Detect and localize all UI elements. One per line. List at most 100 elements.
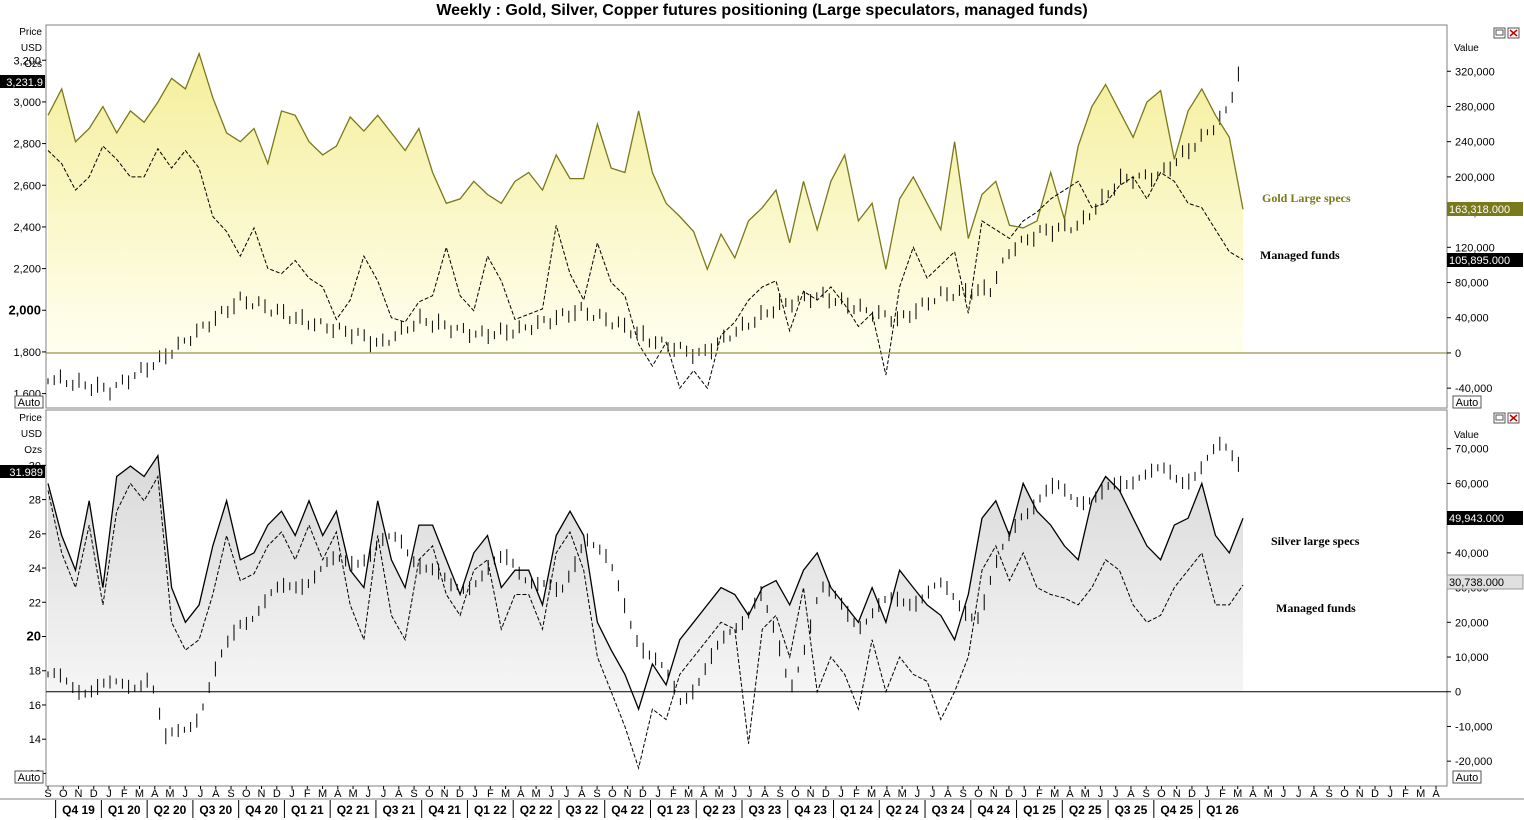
- month-label: A: [761, 788, 769, 800]
- month-label: M: [867, 788, 876, 800]
- month-label: D: [456, 788, 464, 800]
- price-tick-label: 2,200: [13, 264, 41, 276]
- gold-pane-close-icon[interactable]: [1507, 27, 1520, 39]
- month-label: N: [624, 788, 632, 800]
- month-label: J: [732, 788, 738, 800]
- silver-managed-funds-badge: 30,738.000: [1446, 574, 1524, 590]
- price-tick-label: 20: [27, 629, 41, 644]
- month-label: M: [348, 788, 357, 800]
- month-label: J: [915, 788, 921, 800]
- price-tick-label: 1,800: [13, 347, 41, 359]
- price-tick-label: 2,400: [13, 222, 41, 234]
- price-tick-label: 2,800: [13, 139, 41, 151]
- gold-price-unit-3: Ozs: [24, 59, 42, 70]
- month-label: J: [1281, 788, 1287, 800]
- month-label: O: [1157, 788, 1166, 800]
- silver-price-unit-1: Price: [19, 413, 42, 424]
- quarter-label: Q1 22: [474, 803, 507, 817]
- gold-left-auto-label: Auto: [18, 397, 41, 409]
- month-label: O: [608, 788, 617, 800]
- price-tick-label: 3,000: [13, 97, 41, 109]
- value-tick-label: 120,000: [1455, 242, 1495, 254]
- silver-price-unit-3: Ozs: [24, 445, 42, 456]
- month-label: J: [366, 788, 372, 800]
- quarter-label: Q4 24: [977, 803, 1010, 817]
- gold-large-specs-last-value: 163,318.000: [1449, 204, 1510, 216]
- value-tick-label: 40,000: [1455, 313, 1489, 325]
- month-label: J: [1098, 788, 1104, 800]
- month-label: D: [1188, 788, 1196, 800]
- gold-left-auto-button[interactable]: Auto: [14, 395, 44, 409]
- month-label: A: [334, 788, 342, 800]
- month-label: J: [1204, 788, 1210, 800]
- gold-large-specs-area: [48, 53, 1243, 353]
- month-label: A: [578, 788, 586, 800]
- quarter-label: Q1 24: [840, 803, 873, 817]
- month-label: M: [1264, 788, 1273, 800]
- month-label: J: [930, 788, 936, 800]
- quarter-label: Q4 21: [428, 803, 461, 817]
- silver-pane-frame: [45, 409, 1448, 787]
- silver-value-axis-label: Value: [1454, 430, 1479, 441]
- gold-right-auto-button[interactable]: Auto: [1452, 395, 1482, 409]
- month-label: F: [121, 788, 128, 800]
- gold-right-auto-label: Auto: [1456, 397, 1479, 409]
- axes-layer: 1,6001,8002,0002,2002,4002,6002,8003,000…: [8, 55, 1494, 780]
- silver-left-auto-button[interactable]: Auto: [14, 770, 44, 784]
- silver-pane-restore-icon[interactable]: [1493, 412, 1506, 424]
- quarter-label: Q3 25: [1115, 803, 1148, 817]
- quarter-label: Q4 20: [245, 803, 278, 817]
- month-label: F: [670, 788, 677, 800]
- quarter-label: Q4 19: [62, 803, 95, 817]
- month-label: M: [532, 788, 541, 800]
- silver-pane-close-icon[interactable]: [1507, 412, 1520, 424]
- quarter-label: Q2 20: [154, 803, 187, 817]
- price-tick-label: 2,600: [13, 180, 41, 192]
- month-label: A: [212, 788, 220, 800]
- silver-large-specs-label: Silver large specs: [1271, 534, 1360, 548]
- month-label: A: [151, 788, 159, 800]
- month-label: D: [1005, 788, 1013, 800]
- month-label: N: [1356, 788, 1364, 800]
- gold-price-unit-2: USD: [21, 43, 42, 54]
- quarter-label: Q1 26: [1206, 803, 1239, 817]
- silver-fill-layer: [48, 455, 1243, 710]
- month-label: O: [242, 788, 251, 800]
- quarter-label: Q1 25: [1023, 803, 1056, 817]
- month-label: S: [959, 788, 966, 800]
- silver-price-unit-2: USD: [21, 429, 42, 440]
- value-tick-label: 80,000: [1455, 278, 1489, 290]
- month-label: J: [183, 788, 189, 800]
- month-label: J: [106, 788, 112, 800]
- month-label: O: [974, 788, 983, 800]
- month-label: M: [135, 788, 144, 800]
- price-tick-label: 14: [29, 734, 41, 746]
- quarter-label: Q2 25: [1069, 803, 1102, 817]
- month-label: A: [700, 788, 708, 800]
- price-tick-label: 26: [29, 529, 41, 541]
- silver-right-auto-button[interactable]: Auto: [1452, 770, 1482, 784]
- price-tick-label: 18: [29, 666, 41, 678]
- quarter-label: Q2 24: [886, 803, 919, 817]
- month-label: A: [1310, 788, 1318, 800]
- month-label: M: [1416, 788, 1425, 800]
- silver-managed-funds-label: Managed funds: [1276, 601, 1356, 615]
- value-tick-label: -10,000: [1455, 721, 1492, 733]
- value-tick-label: 280,000: [1455, 101, 1495, 113]
- price-tick-label: 28: [29, 495, 41, 507]
- gold-pane-restore-icon[interactable]: [1493, 27, 1506, 39]
- month-label: A: [1432, 788, 1440, 800]
- quarter-label: Q4 22: [611, 803, 644, 817]
- value-tick-label: 0: [1455, 687, 1461, 699]
- gold-pane-frame: [45, 24, 1448, 409]
- month-label: O: [791, 788, 800, 800]
- month-label: F: [853, 788, 860, 800]
- month-label: N: [990, 788, 998, 800]
- quarter-label: Q1 20: [108, 803, 141, 817]
- silver-large-specs-area: [48, 455, 1243, 710]
- quarter-label: Q4 25: [1160, 803, 1193, 817]
- month-label: J: [564, 788, 570, 800]
- month-label: D: [90, 788, 98, 800]
- month-label: F: [487, 788, 494, 800]
